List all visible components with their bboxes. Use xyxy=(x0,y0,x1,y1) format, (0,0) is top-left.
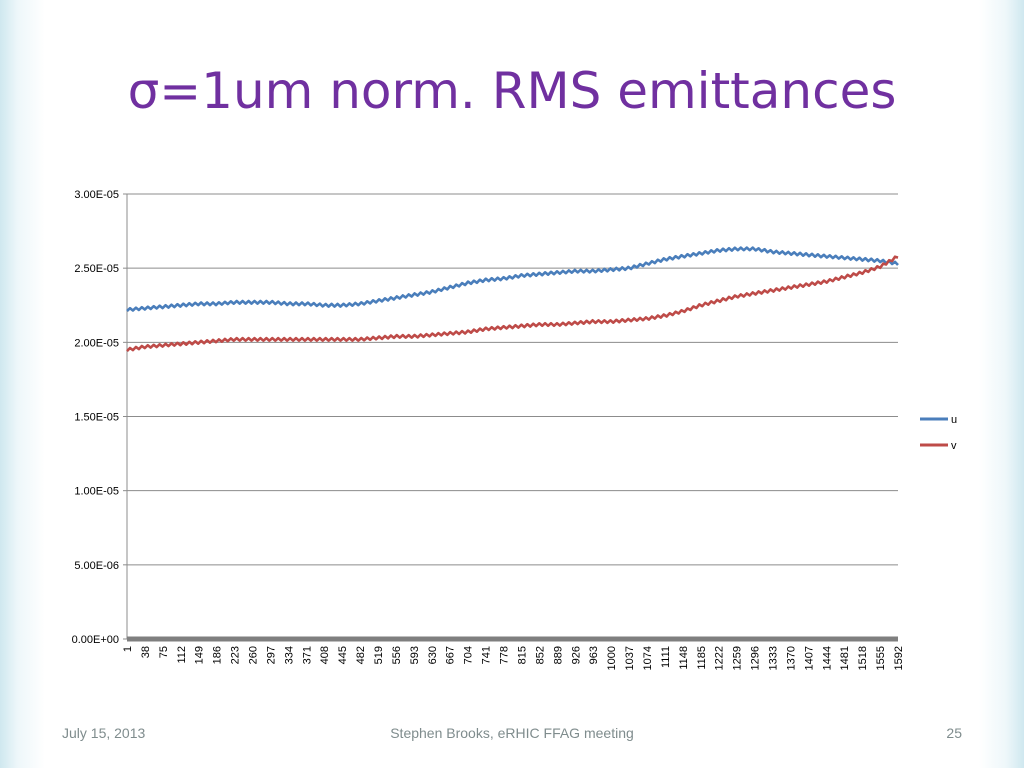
x-tick-label: 1000 xyxy=(606,646,618,670)
x-tick-label: 371 xyxy=(301,646,313,664)
x-tick-label: 1407 xyxy=(803,646,815,670)
x-tick-label: 1481 xyxy=(839,646,851,670)
x-tick-label: 1074 xyxy=(642,646,654,670)
x-tick-label: 889 xyxy=(552,646,564,664)
x-tick-label: 1259 xyxy=(732,646,744,670)
x-tick-label: 519 xyxy=(373,646,385,664)
x-tick-label: 1111 xyxy=(660,646,672,668)
x-tick-label: 556 xyxy=(391,646,403,664)
series-line-v xyxy=(126,255,899,353)
x-tick-label: 667 xyxy=(445,646,457,664)
x-tick-label: 38 xyxy=(140,646,152,658)
legend-label-u: u xyxy=(951,414,957,426)
x-tick-label: 963 xyxy=(588,646,600,664)
x-tick-label: 1555 xyxy=(875,646,887,670)
x-tick-label: 704 xyxy=(463,646,475,664)
page-number: 25 xyxy=(946,725,962,741)
x-tick-label: 1444 xyxy=(821,646,833,670)
x-tick-label: 223 xyxy=(230,646,242,664)
x-tick-label: 260 xyxy=(248,646,260,664)
x-tick-label: 1222 xyxy=(714,646,726,670)
y-tick-label: 2.50E-05 xyxy=(74,263,119,275)
y-tick-label: 2.00E-05 xyxy=(74,337,119,349)
x-tick-label: 408 xyxy=(319,646,331,664)
x-tick-label: 593 xyxy=(409,646,421,664)
x-tick-label: 445 xyxy=(337,646,349,664)
x-tick-label: 149 xyxy=(194,646,206,664)
x-tick-label: 482 xyxy=(355,646,367,664)
footer-date: July 15, 2013 xyxy=(62,725,146,741)
x-tick-label: 1185 xyxy=(696,646,708,670)
x-tick-label: 630 xyxy=(427,646,439,664)
series-line-u xyxy=(126,246,899,312)
y-tick-label: 3.00E-05 xyxy=(74,189,119,201)
x-tick-label: 741 xyxy=(481,646,493,664)
x-tick-label: 1518 xyxy=(857,646,869,670)
legend-label-v: v xyxy=(951,440,957,452)
y-tick-label: 5.00E-06 xyxy=(74,560,119,572)
x-tick-label: 1148 xyxy=(678,646,690,670)
x-tick-label: 334 xyxy=(283,646,295,664)
x-tick-label: 1296 xyxy=(750,646,762,670)
x-tick-label: 186 xyxy=(212,646,224,664)
x-tick-label: 852 xyxy=(534,646,546,664)
x-tick-label: 778 xyxy=(499,646,511,664)
x-tick-label: 75 xyxy=(158,646,170,658)
slide-title: σ=1um norm. RMS emittances xyxy=(127,62,897,120)
footer-presenter: Stephen Brooks, eRHIC FFAG meeting xyxy=(390,725,634,741)
x-tick-label: 926 xyxy=(570,646,582,664)
x-tick-label: 1592 xyxy=(893,646,905,670)
y-tick-label: 0.00E+00 xyxy=(72,634,119,646)
x-tick-label: 1370 xyxy=(785,646,797,670)
x-tick-label: 1037 xyxy=(624,646,636,670)
x-tick-label: 1 xyxy=(122,646,134,652)
y-tick-label: 1.50E-05 xyxy=(74,412,119,424)
x-tick-label: 815 xyxy=(516,646,528,664)
x-tick-label: 297 xyxy=(265,646,277,664)
x-tick-label: 1333 xyxy=(767,646,779,670)
x-tick-label: 112 xyxy=(176,646,188,664)
y-tick-label: 1.00E-05 xyxy=(74,486,119,498)
